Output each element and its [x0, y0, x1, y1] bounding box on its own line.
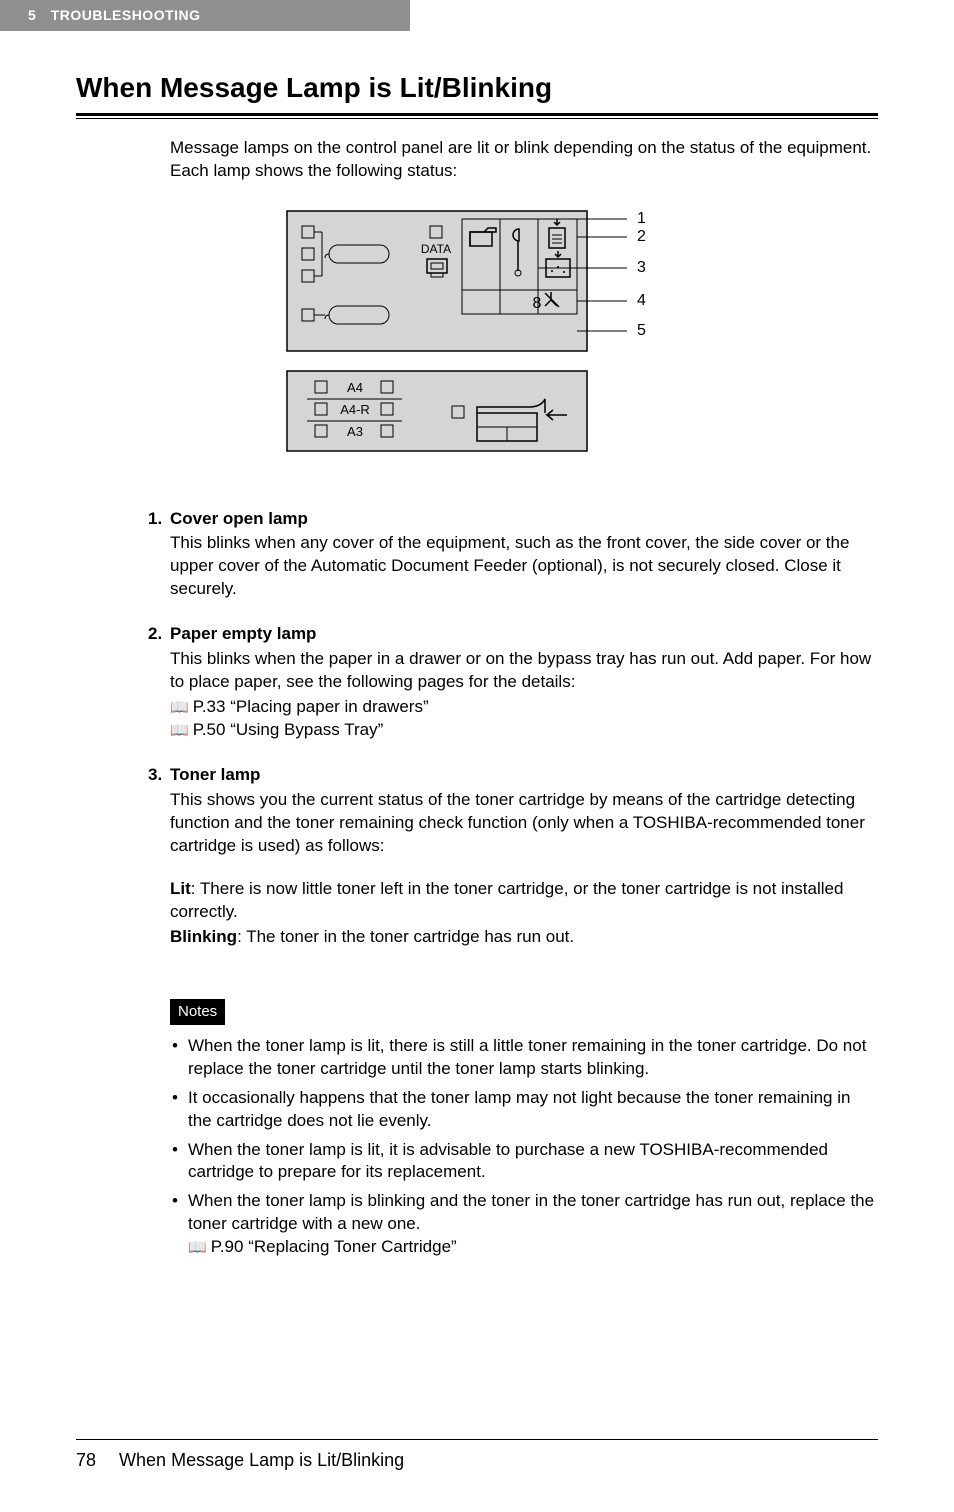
svg-text:2: 2: [637, 228, 646, 245]
svg-text:A4: A4: [347, 380, 363, 395]
item-heading: 2.Paper empty lamp: [148, 623, 878, 646]
svg-text:A4-R: A4-R: [340, 402, 370, 417]
list-item: 3.Toner lamp This shows you the current …: [170, 764, 878, 949]
note-item: When the toner lamp is blinking and the …: [170, 1190, 878, 1259]
chapter-header: 5 TROUBLESHOOTING: [0, 0, 410, 31]
lamp-list: 1.Cover open lamp This blinks when any c…: [170, 508, 878, 949]
control-panel-figure: DATA: [76, 201, 878, 468]
item-body: This blinks when any cover of the equipm…: [170, 532, 878, 601]
item-number: 3.: [148, 764, 170, 787]
item-title: Paper empty lamp: [170, 624, 316, 643]
list-item: 1.Cover open lamp This blinks when any c…: [170, 508, 878, 602]
book-icon: 📖: [170, 699, 189, 716]
intro-text: Message lamps on the control panel are l…: [170, 137, 878, 183]
note-item: When the toner lamp is lit, it is advisa…: [170, 1139, 878, 1185]
svg-text:4: 4: [637, 292, 646, 309]
chapter-number: 5: [28, 7, 36, 23]
notes-badge: Notes: [170, 999, 225, 1025]
item-heading: 3.Toner lamp: [148, 764, 878, 787]
reference-text: P.90 “Replacing Toner Cartridge”: [211, 1237, 457, 1256]
page-reference: 📖P.50 “Using Bypass Tray”: [170, 719, 878, 742]
running-title: When Message Lamp is Lit/Blinking: [119, 1450, 404, 1470]
list-item: 2.Paper empty lamp This blinks when the …: [170, 623, 878, 742]
note-item: When the toner lamp is lit, there is sti…: [170, 1035, 878, 1081]
svg-text:A3: A3: [347, 424, 363, 439]
page-footer: 78 When Message Lamp is Lit/Blinking: [76, 1439, 878, 1472]
svg-text:DATA: DATA: [421, 242, 451, 256]
svg-text:8: 8: [533, 295, 542, 312]
item-heading: 1.Cover open lamp: [148, 508, 878, 531]
page-reference: 📖P.33 “Placing paper in drawers”: [170, 696, 878, 719]
chapter-title: TROUBLESHOOTING: [51, 7, 201, 23]
book-icon: 📖: [188, 1239, 207, 1256]
svg-text:5: 5: [637, 322, 646, 339]
content-block: Message lamps on the control panel are l…: [76, 137, 878, 1260]
page-number: 78: [76, 1450, 96, 1470]
status-line: Lit: There is now little toner left in t…: [170, 878, 878, 924]
title-rule-thick: [76, 113, 878, 116]
status-line: Blinking: The toner in the toner cartrid…: [170, 926, 878, 949]
status-text: : The toner in the toner cartridge has r…: [237, 927, 574, 946]
title-rule-thin: [76, 118, 878, 119]
note-text: When the toner lamp is blinking and the …: [188, 1191, 874, 1233]
item-number: 2.: [148, 623, 170, 646]
status-text: : There is now little toner left in the …: [170, 879, 843, 921]
item-title: Cover open lamp: [170, 509, 308, 528]
notes-list: When the toner lamp is lit, there is sti…: [170, 1035, 878, 1259]
svg-text:3: 3: [637, 259, 646, 276]
item-title: Toner lamp: [170, 765, 260, 784]
status-label: Blinking: [170, 927, 237, 946]
item-body: This shows you the current status of the…: [170, 789, 878, 858]
status-label: Lit: [170, 879, 191, 898]
section-title: When Message Lamp is Lit/Blinking: [76, 69, 878, 107]
reference-text: P.33 “Placing paper in drawers”: [193, 697, 429, 716]
note-item: It occasionally happens that the toner l…: [170, 1087, 878, 1133]
item-body: This blinks when the paper in a drawer o…: [170, 648, 878, 694]
reference-text: P.50 “Using Bypass Tray”: [193, 720, 384, 739]
svg-text:1: 1: [637, 210, 646, 227]
book-icon: 📖: [170, 722, 189, 739]
item-number: 1.: [148, 508, 170, 531]
